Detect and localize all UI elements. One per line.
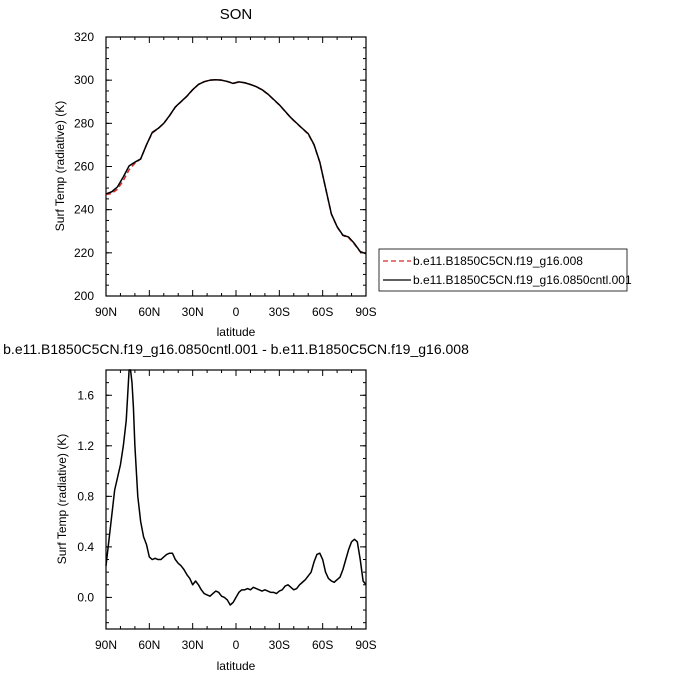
top-chart: SON 90N 60N 30N 0 30S 60S 90S 200 220 240 260 280 30… (53, 6, 632, 339)
legend-entry-series-2: b.e11.B1850C5CN.f19_g16.0850cntl.001 (413, 273, 632, 287)
legend-frame (378, 248, 628, 292)
series-line-2 (105, 78, 367, 255)
bottom-chart-ticks: 90N 60N 30N 0 30S 60S 90S 0.0 0.4 0.8 1.2 1.6 (77, 369, 377, 652)
x-tick-label: 0 (233, 638, 240, 652)
bottom-chart: b.e11.B1850C5CN.f19_g16.0850cntl.001 - b… (3, 341, 469, 673)
bottom-chart-series (105, 369, 367, 606)
y-tick-label: 1.2 (77, 439, 94, 453)
y-tick-label: 240 (74, 203, 94, 217)
x-tick-label: 60N (138, 305, 160, 319)
series-line-1 (105, 369, 367, 606)
x-tick-label: 60S (312, 638, 333, 652)
y-tick-label: 260 (74, 160, 94, 174)
top-chart-legend: b.e11.B1850C5CN.f19_g16.008 b.e11.B1850C… (378, 248, 632, 292)
y-tick-label: 220 (74, 246, 94, 260)
x-tick-label: 0 (233, 305, 240, 319)
x-tick-label: 30S (269, 305, 290, 319)
x-tick-label: 90N (95, 638, 117, 652)
bottom-chart-x-axis-label: latitude (217, 659, 256, 673)
bottom-chart-y-axis-label: Surf Temp (radiative) (K) (55, 434, 69, 564)
y-tick-label: 280 (74, 116, 94, 130)
top-chart-plot-frame (105, 36, 367, 297)
top-chart-y-axis-label: Surf Temp (radiative) (K) (53, 101, 67, 231)
bottom-chart-plot-frame (105, 369, 367, 630)
x-tick-label: 90S (355, 305, 376, 319)
x-tick-label: 30N (182, 638, 204, 652)
x-tick-label: 30N (182, 305, 204, 319)
x-tick-label: 90S (355, 638, 376, 652)
x-tick-label: 60S (312, 305, 333, 319)
top-chart-ticks: 90N 60N 30N 0 30S 60S 90S 200 220 240 260 280 300 320 (74, 30, 377, 319)
legend-entry-series-1: b.e11.B1850C5CN.f19_g16.008 (413, 254, 583, 268)
x-tick-label: 60N (138, 638, 160, 652)
top-chart-x-axis-label: latitude (217, 325, 256, 339)
bottom-chart-title: b.e11.B1850C5CN.f19_g16.0850cntl.001 - b… (3, 341, 469, 357)
y-tick-label: 320 (74, 30, 94, 44)
series-line-1 (105, 78, 367, 255)
x-tick-label: 30S (269, 638, 290, 652)
x-tick-label: 90N (95, 305, 117, 319)
y-tick-label: 0.4 (77, 540, 94, 554)
y-tick-label: 0.8 (77, 489, 94, 503)
y-tick-label: 1.6 (77, 388, 94, 402)
y-tick-label: 0.0 (77, 590, 94, 604)
top-chart-series (105, 78, 367, 255)
y-tick-label: 300 (74, 73, 94, 87)
y-tick-label: 200 (74, 289, 94, 303)
top-chart-title: SON (220, 6, 253, 23)
